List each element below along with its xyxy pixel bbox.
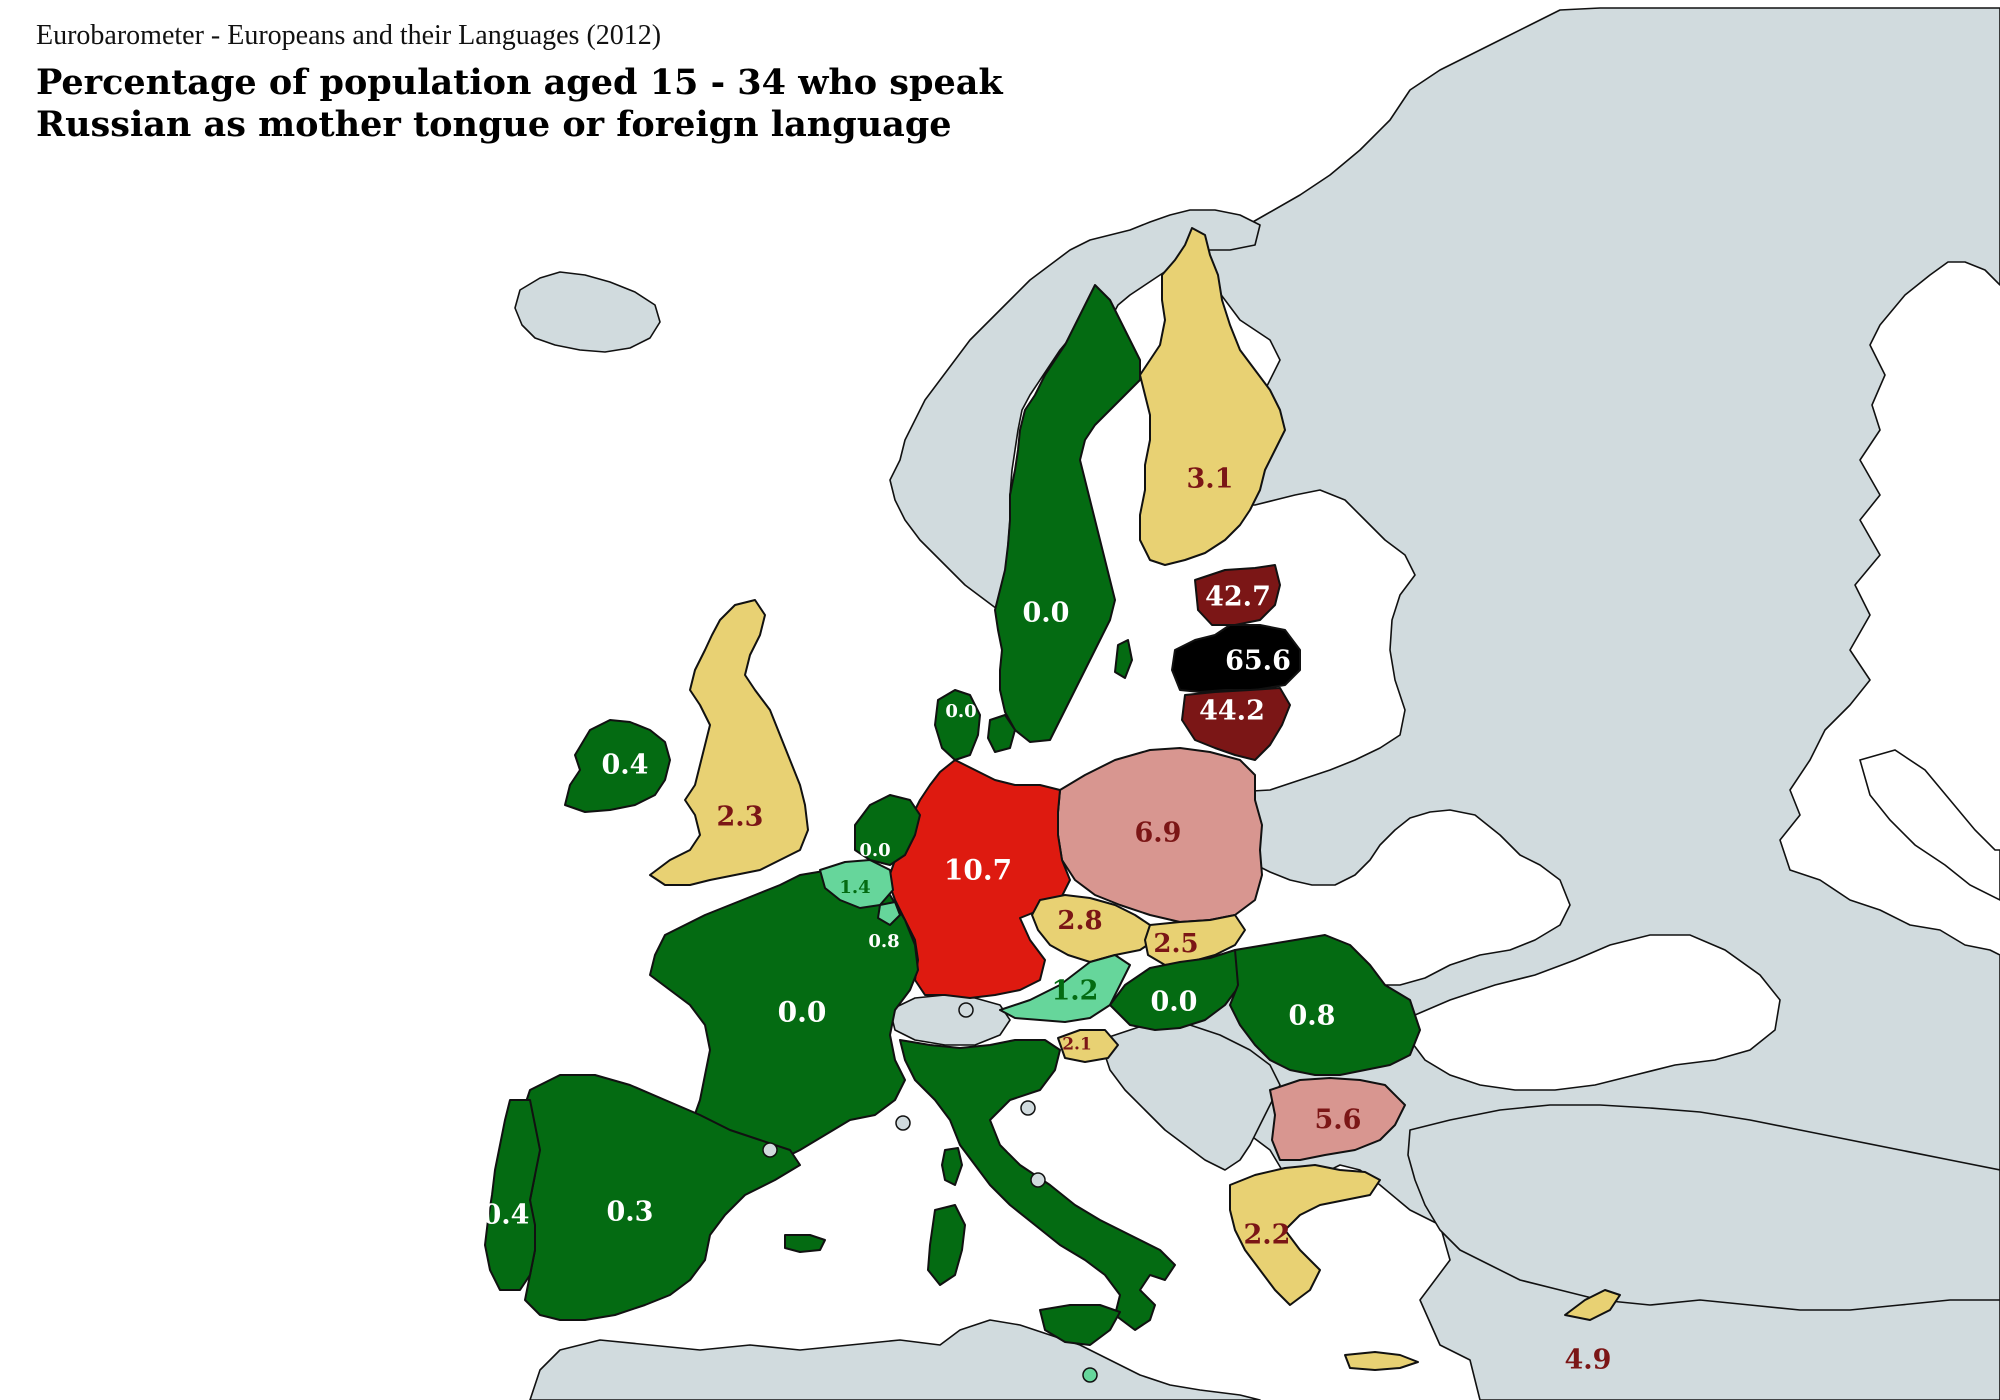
black-sea	[1409, 934, 1781, 1091]
title-block: Eurobarometer - Europeans and their Lang…	[36, 20, 1016, 146]
label-slovakia: 2.5	[1153, 929, 1198, 959]
microstate-markers	[762, 1002, 1098, 1383]
malta-marker	[1082, 1367, 1098, 1383]
country-uk[interactable]	[649, 599, 809, 886]
label-hungary: 0.0	[1151, 987, 1198, 1018]
country-poland[interactable]	[1057, 747, 1263, 923]
north-africa-land	[529, 1319, 1261, 1400]
label-france: 0.0	[778, 996, 827, 1029]
country-crete[interactable]	[1344, 1351, 1419, 1371]
liechtenstein-marker	[958, 1002, 974, 1018]
map-subtitle: Eurobarometer - Europeans and their Lang…	[36, 20, 662, 51]
label-ireland: 0.4	[602, 750, 649, 781]
country-slovakia[interactable]	[1144, 914, 1246, 966]
country-sweden[interactable]	[994, 284, 1141, 743]
label-germany: 10.7	[944, 854, 1012, 887]
label-denmark: 0.0	[945, 701, 976, 722]
country-cyprus[interactable]	[1564, 1289, 1621, 1321]
label-luxembourg: 0.8	[868, 931, 899, 952]
caspian-sea	[1859, 749, 2000, 901]
map-title: Percentage of population aged 15 - 34 wh…	[36, 62, 1003, 145]
country-romania[interactable]	[1229, 934, 1421, 1076]
label-bulgaria: 5.6	[1315, 1105, 1362, 1136]
monaco-marker	[895, 1115, 911, 1131]
country-belgium[interactable]	[819, 859, 894, 909]
country-portugal[interactable]	[484, 1099, 541, 1291]
country-gotland[interactable]	[1114, 639, 1133, 679]
country-estonia[interactable]	[1194, 564, 1281, 626]
label-belgium: 1.4	[839, 877, 870, 898]
label-sweden: 0.0	[1023, 598, 1070, 629]
norway-land	[889, 209, 1261, 616]
andorra-marker	[762, 1142, 778, 1158]
country-latvia[interactable]	[1171, 624, 1301, 693]
country-slovenia[interactable]	[1057, 1029, 1119, 1063]
label-slovenia: 2.1	[1062, 1035, 1092, 1055]
label-uk: 2.3	[717, 802, 764, 833]
label-estonia: 42.7	[1205, 582, 1271, 613]
country-corsica[interactable]	[941, 1147, 963, 1186]
country-finland[interactable]	[1139, 227, 1286, 566]
label-romania: 0.8	[1289, 1001, 1336, 1032]
label-greece: 2.2	[1244, 1220, 1291, 1251]
country-sardinia[interactable]	[927, 1204, 966, 1286]
country-sicily[interactable]	[1039, 1304, 1121, 1346]
country-denmark[interactable]	[934, 689, 981, 761]
country-czech[interactable]	[1031, 894, 1156, 963]
turkey-land	[1407, 1104, 2000, 1311]
eu-countries	[484, 227, 1621, 1371]
label-italy: 0.0	[1005, 1130, 1052, 1161]
label-cyprus: 4.9	[1565, 1345, 1612, 1376]
country-balearic[interactable]	[784, 1234, 826, 1253]
label-austria: 1.2	[1052, 976, 1099, 1007]
country-austria[interactable]	[999, 954, 1131, 1023]
label-poland: 6.9	[1135, 818, 1182, 849]
country-luxembourg[interactable]	[877, 901, 901, 926]
san-marino-marker	[1020, 1100, 1036, 1116]
country-lithuania[interactable]	[1181, 687, 1291, 761]
vatican-marker	[1030, 1172, 1046, 1188]
label-lithuania: 44.2	[1199, 696, 1265, 727]
label-czech: 2.8	[1057, 906, 1102, 936]
country-ireland[interactable]	[564, 719, 671, 813]
country-bulgaria[interactable]	[1269, 1077, 1406, 1161]
country-netherlands[interactable]	[854, 794, 921, 866]
balkans-land	[1099, 1019, 1281, 1171]
country-greece[interactable]	[1229, 1164, 1381, 1306]
label-latvia: 65.6	[1225, 646, 1291, 677]
country-denmark-islands[interactable]	[987, 714, 1016, 753]
iceland-land	[514, 271, 661, 353]
value-labels: 65.6 44.2 42.7 10.7 6.9 5.6 4.9 3.1 2.8 …	[483, 464, 1612, 1376]
label-spain: 0.3	[607, 1197, 654, 1228]
label-netherlands: 0.0	[859, 840, 890, 861]
label-finland: 3.1	[1187, 464, 1234, 495]
label-portugal: 0.4	[483, 1200, 530, 1231]
